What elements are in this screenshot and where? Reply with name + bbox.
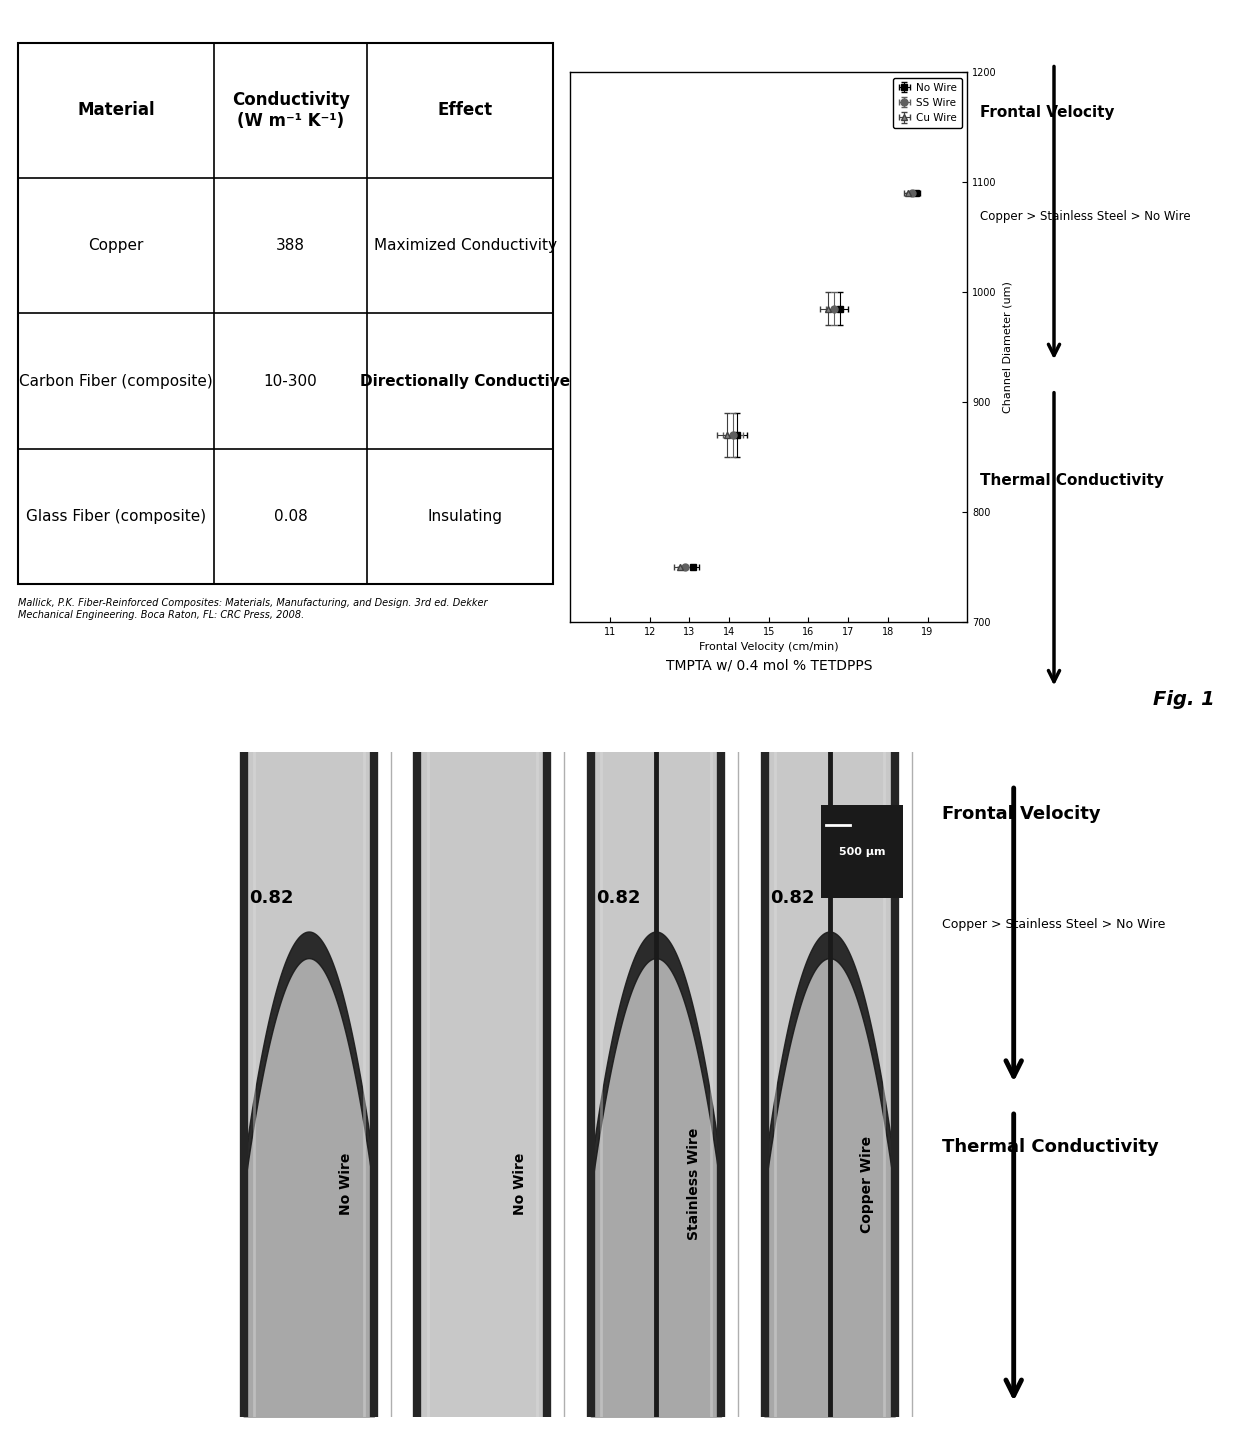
Bar — [765, 752, 894, 1417]
Text: Thermal Conductivity: Thermal Conductivity — [942, 1138, 1159, 1155]
Text: 10-300: 10-300 — [264, 373, 317, 389]
Text: 0.82: 0.82 — [770, 889, 815, 907]
Text: Copper > Stainless Steel > No Wire: Copper > Stainless Steel > No Wire — [980, 210, 1190, 223]
Bar — [17, 43, 553, 584]
Text: Copper > Stainless Steel > No Wire: Copper > Stainless Steel > No Wire — [942, 918, 1166, 931]
Text: Frontal Velocity: Frontal Velocity — [980, 104, 1114, 120]
Text: Insulating: Insulating — [428, 509, 502, 523]
Text: 0.82: 0.82 — [596, 889, 641, 907]
Text: Copper Wire: Copper Wire — [861, 1135, 874, 1233]
Text: No Wire: No Wire — [513, 1152, 527, 1216]
Text: No Wire: No Wire — [340, 1152, 353, 1216]
Text: 388: 388 — [277, 239, 305, 253]
Text: Conductivity
(W m⁻¹ K⁻¹): Conductivity (W m⁻¹ K⁻¹) — [232, 91, 350, 130]
Text: Copper: Copper — [88, 239, 144, 253]
Bar — [418, 752, 547, 1417]
Text: Directionally Conductive: Directionally Conductive — [360, 373, 570, 389]
Text: Mallick, P.K. Fiber-Reinforced Composites: Materials, Manufacturing, and Design.: Mallick, P.K. Fiber-Reinforced Composite… — [17, 599, 487, 620]
Bar — [244, 752, 373, 1417]
Text: 500 μm: 500 μm — [838, 847, 885, 856]
Text: Fig. 1: Fig. 1 — [1153, 690, 1215, 709]
Text: Frontal Velocity: Frontal Velocity — [942, 805, 1101, 823]
Text: Glass Fiber (composite): Glass Fiber (composite) — [26, 509, 206, 523]
Text: Thermal Conductivity: Thermal Conductivity — [980, 473, 1163, 487]
Y-axis label: Channel Diameter (um): Channel Diameter (um) — [1002, 281, 1012, 414]
Text: Carbon Fiber (composite): Carbon Fiber (composite) — [19, 373, 213, 389]
Legend: No Wire, SS Wire, Cu Wire: No Wire, SS Wire, Cu Wire — [893, 78, 962, 129]
Text: 0.08: 0.08 — [274, 509, 308, 523]
Bar — [591, 752, 720, 1417]
Text: Maximized Conductivity: Maximized Conductivity — [373, 239, 557, 253]
Text: Material: Material — [77, 101, 155, 120]
Bar — [821, 805, 903, 898]
Text: 0.82: 0.82 — [249, 889, 294, 907]
X-axis label: Frontal Velocity (cm/min): Frontal Velocity (cm/min) — [699, 642, 838, 652]
Text: TMPTA w/ 0.4 mol % TETDPPS: TMPTA w/ 0.4 mol % TETDPPS — [666, 658, 872, 672]
Text: Effect: Effect — [438, 101, 492, 120]
Text: Stainless Wire: Stainless Wire — [687, 1128, 701, 1241]
